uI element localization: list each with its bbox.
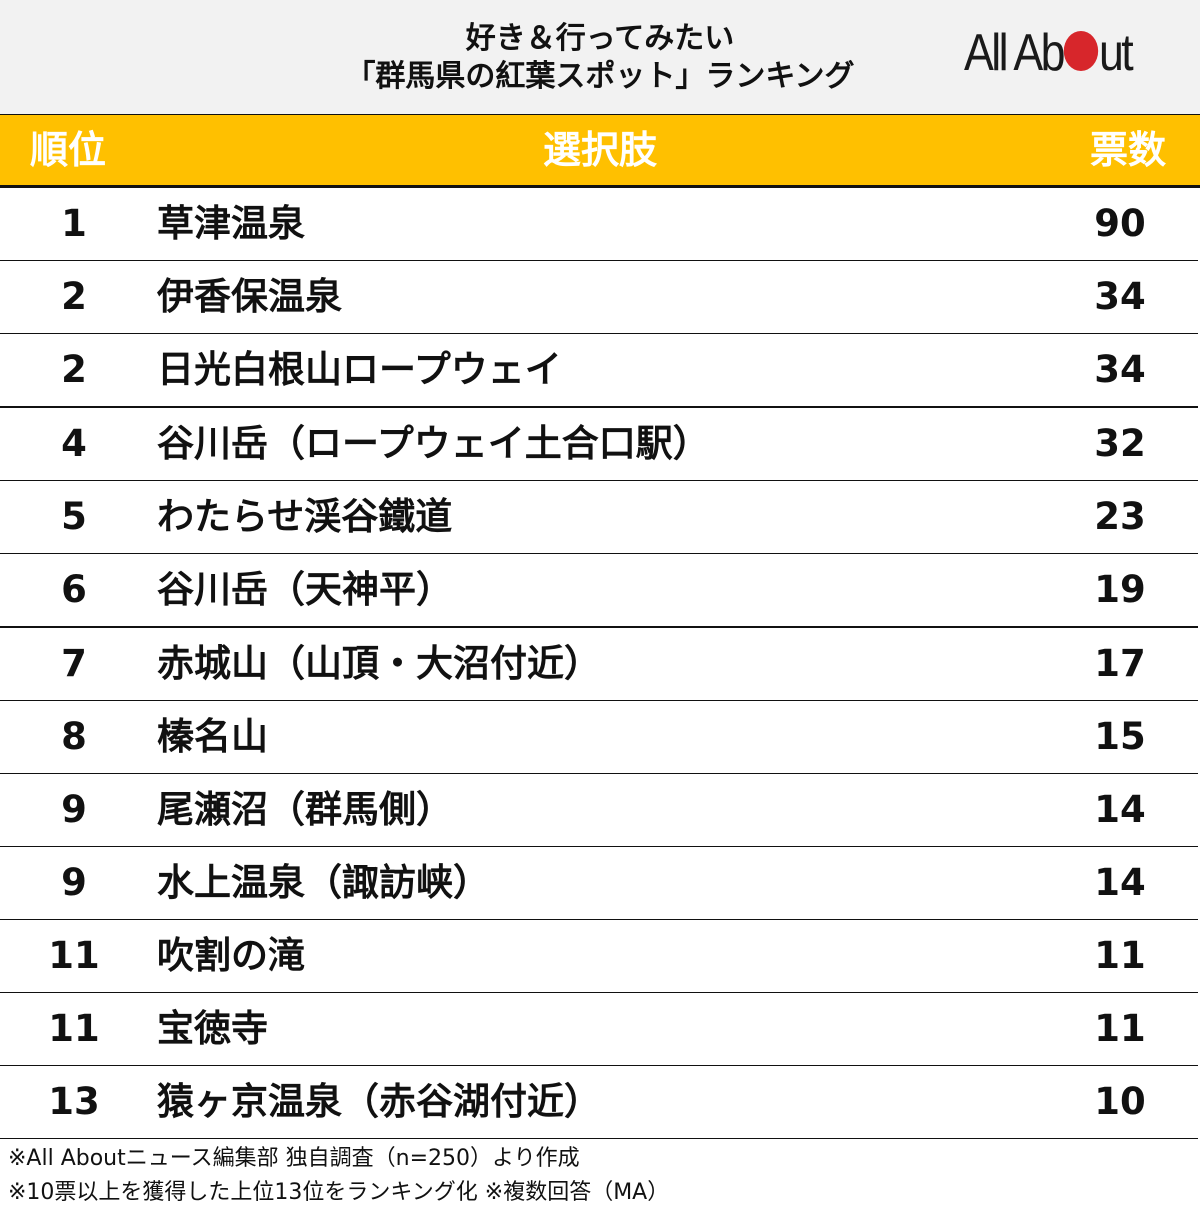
votes-cell: 34 — [1094, 348, 1146, 391]
table-row: 9 水上温泉（諏訪峡） 14 — [0, 847, 1198, 920]
name-cell: 榛名山 — [157, 715, 268, 758]
votes-cell: 23 — [1094, 495, 1146, 538]
votes-cell: 19 — [1094, 568, 1146, 611]
votes-cell: 14 — [1094, 861, 1146, 904]
table-row: 5 わたらせ渓谷鐵道 23 — [0, 481, 1198, 554]
table-row: 11 吹割の滝 11 — [0, 920, 1198, 993]
page-title: 好き＆行ってみたい 「群馬県の紅葉スポット」ランキング — [0, 20, 1200, 96]
table-row: 6 谷川岳（天神平） 19 — [0, 554, 1198, 628]
name-cell: 水上温泉（諏訪峡） — [157, 861, 490, 904]
rank-cell: 8 — [61, 715, 87, 758]
votes-cell: 14 — [1094, 788, 1146, 831]
votes-cell: 34 — [1094, 275, 1146, 318]
table-row: 11 宝徳寺 11 — [0, 993, 1198, 1066]
rank-cell: 9 — [61, 861, 87, 904]
name-cell: 伊香保温泉 — [157, 275, 342, 318]
table-row: 1 草津温泉 90 — [0, 188, 1198, 261]
table-row: 2 伊香保温泉 34 — [0, 261, 1198, 334]
table-row: 8 榛名山 15 — [0, 701, 1198, 774]
rank-cell: 2 — [61, 348, 87, 391]
ranking-table: 1 草津温泉 90 2 伊香保温泉 34 2 日光白根山ロープウェイ 34 4 … — [0, 188, 1198, 1139]
votes-cell: 32 — [1094, 422, 1146, 465]
rank-cell: 4 — [61, 422, 87, 465]
table-row: 9 尾瀬沼（群馬側） 14 — [0, 774, 1198, 847]
header-votes: 票数 — [1089, 128, 1166, 172]
votes-cell: 11 — [1094, 934, 1146, 977]
votes-cell: 10 — [1094, 1080, 1146, 1123]
title-line-1: 好き＆行ってみたい — [465, 21, 735, 56]
logo-text-suffix: ut — [1099, 24, 1134, 82]
name-cell: 吹割の滝 — [157, 934, 305, 977]
name-cell: 日光白根山ロープウェイ — [157, 348, 562, 391]
rank-cell: 7 — [61, 642, 87, 685]
name-cell: 谷川岳（ロープウェイ土合口駅） — [157, 422, 710, 465]
table-row: 2 日光白根山ロープウェイ 34 — [0, 334, 1198, 408]
table-row: 7 赤城山（山頂・大沼付近） 17 — [0, 628, 1198, 701]
rank-cell: 13 — [48, 1080, 100, 1123]
footnote-source: ※All Aboutニュース編集部 独自調査（n=250）より作成 — [8, 1146, 580, 1171]
name-cell: 宝徳寺 — [157, 1007, 268, 1050]
votes-cell: 90 — [1094, 202, 1146, 245]
name-cell: 谷川岳（天神平） — [157, 568, 453, 611]
name-cell: 猿ヶ京温泉（赤谷湖付近） — [157, 1080, 601, 1123]
rank-cell: 6 — [61, 568, 87, 611]
header-rank: 順位 — [30, 128, 107, 172]
table-header: 順位 選択肢 票数 — [0, 114, 1200, 188]
rank-cell: 2 — [61, 275, 87, 318]
name-cell: 赤城山（山頂・大沼付近） — [157, 642, 601, 685]
votes-cell: 11 — [1094, 1007, 1146, 1050]
footnote-method: ※10票以上を獲得した上位13位をランキング化 ※複数回答（MA） — [8, 1180, 670, 1205]
logo-red-dot-icon — [1063, 31, 1099, 71]
name-cell: 草津温泉 — [157, 202, 305, 245]
title-line-2: 「群馬県の紅葉スポット」ランキング — [345, 59, 855, 94]
rank-cell: 11 — [48, 1007, 100, 1050]
name-cell: わたらせ渓谷鐵道 — [157, 495, 453, 538]
name-cell: 尾瀬沼（群馬側） — [157, 788, 453, 831]
allabout-logo: All Ab ut — [964, 27, 1134, 79]
votes-cell: 17 — [1094, 642, 1146, 685]
table-row: 4 谷川岳（ロープウェイ土合口駅） 32 — [0, 408, 1198, 481]
footnotes: ※All Aboutニュース編集部 独自調査（n=250）より作成 ※10票以上… — [8, 1142, 669, 1210]
rank-cell: 11 — [48, 934, 100, 977]
title-area: 好き＆行ってみたい 「群馬県の紅葉スポット」ランキング All Ab ut — [0, 0, 1200, 114]
rank-cell: 1 — [61, 202, 87, 245]
rank-cell: 9 — [61, 788, 87, 831]
table-row: 13 猿ヶ京温泉（赤谷湖付近） 10 — [0, 1066, 1198, 1139]
header-choice: 選択肢 — [542, 128, 657, 172]
logo-text-prefix: All Ab — [964, 24, 1065, 82]
votes-cell: 15 — [1094, 715, 1146, 758]
rank-cell: 5 — [61, 495, 87, 538]
